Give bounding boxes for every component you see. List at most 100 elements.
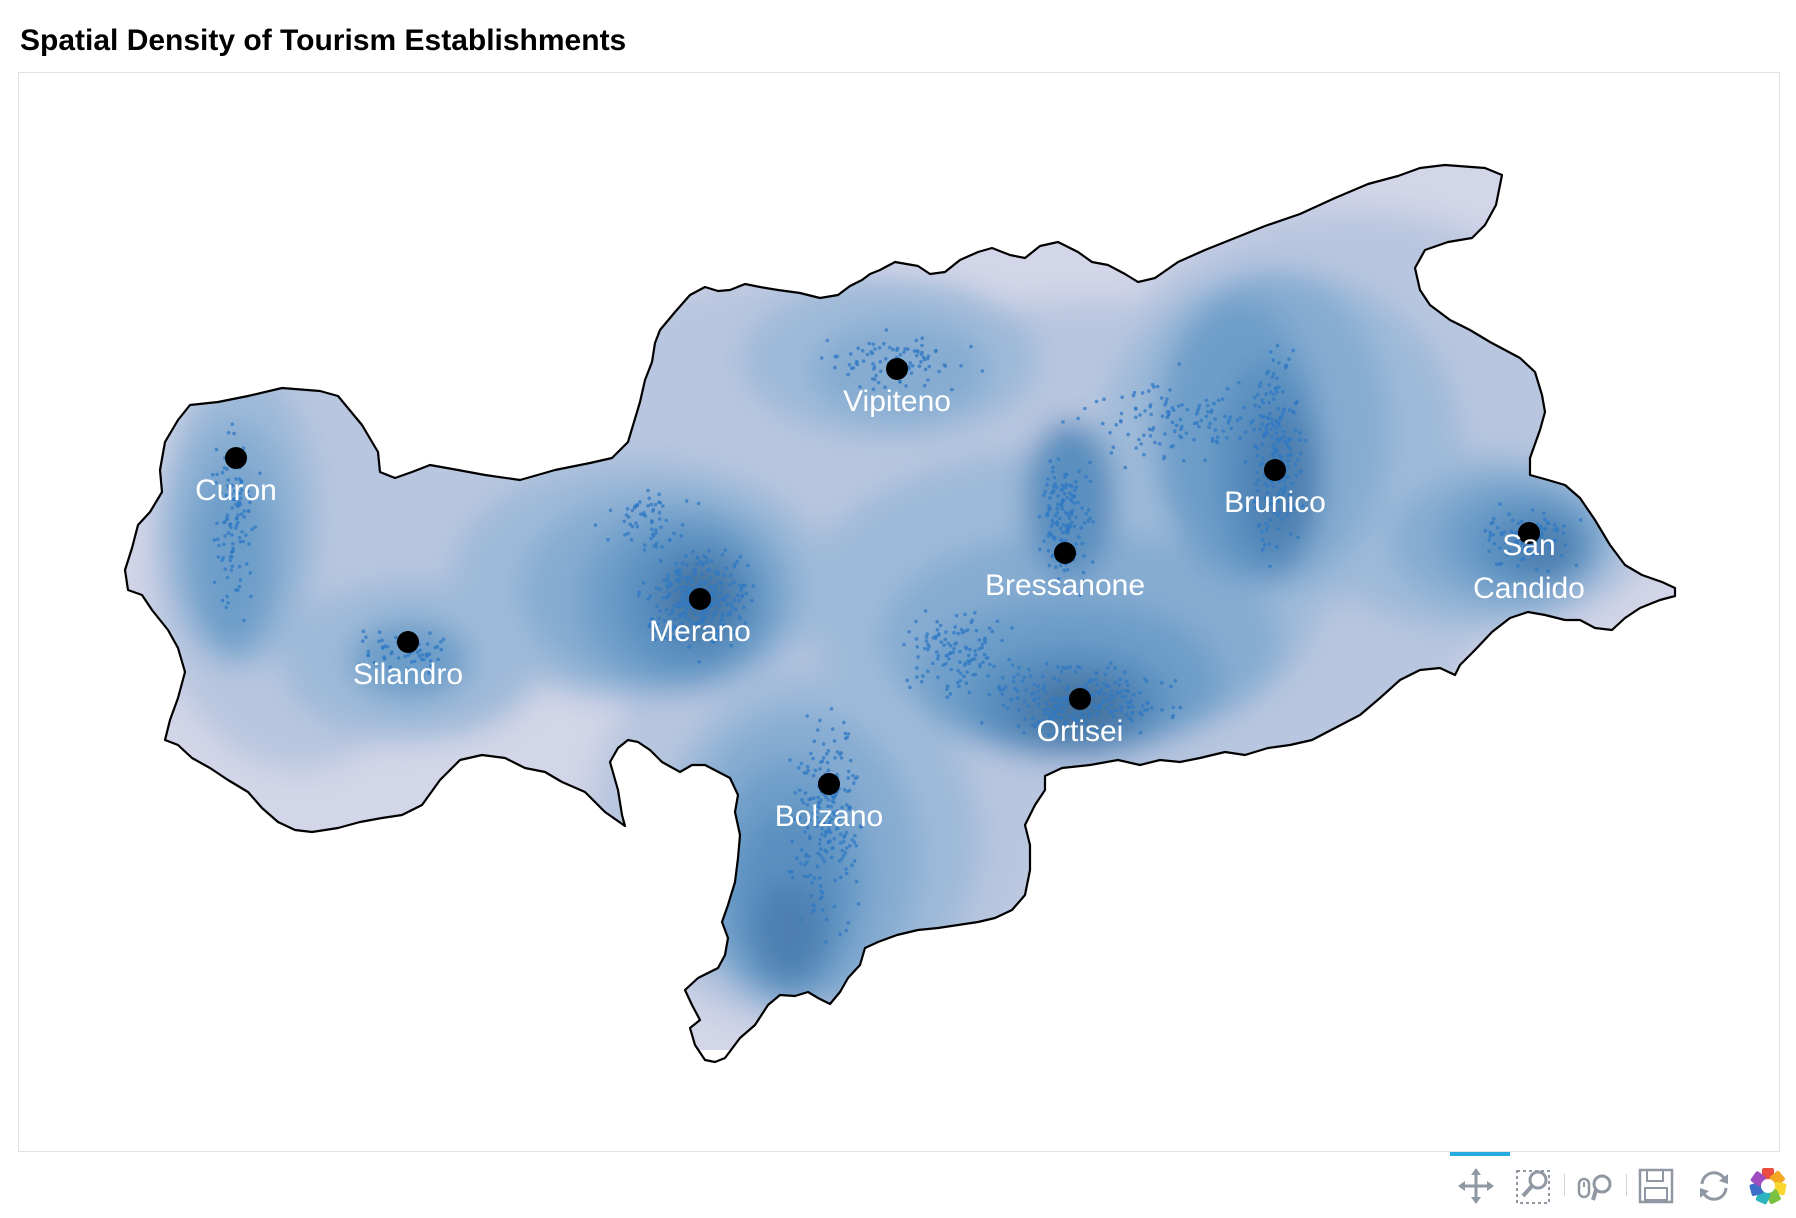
establishment-point	[1255, 454, 1260, 458]
city-silandro[interactable]: Silandro	[353, 631, 463, 691]
city-marker[interactable]	[225, 447, 247, 469]
establishment-point	[237, 536, 242, 540]
establishment-point	[1181, 458, 1186, 463]
establishment-point	[1265, 371, 1269, 376]
city-marker[interactable]	[1069, 688, 1091, 710]
establishment-point	[810, 909, 815, 914]
city-merano[interactable]: Merano	[649, 588, 751, 648]
establishment-point	[1260, 537, 1265, 542]
establishment-point	[1010, 663, 1015, 667]
establishment-point	[1063, 475, 1067, 480]
establishment-point	[1067, 513, 1072, 518]
city-san-candido[interactable]: San Candido	[1473, 522, 1585, 605]
city-marker[interactable]	[1264, 459, 1286, 481]
establishment-point	[404, 668, 409, 673]
city-brunico[interactable]: Brunico	[1224, 459, 1326, 519]
establishment-point	[236, 513, 240, 517]
establishment-point	[390, 650, 394, 654]
save-tool[interactable]	[1634, 1164, 1678, 1208]
chart-title: Spatial Density of Tourism Establishment…	[20, 24, 627, 57]
city-marker[interactable]	[1518, 522, 1540, 544]
establishment-point	[964, 681, 969, 685]
establishment-point	[884, 328, 889, 332]
establishment-point	[1023, 717, 1027, 721]
establishment-point	[1064, 482, 1068, 487]
establishment-point	[1046, 511, 1050, 515]
city-marker[interactable]	[689, 588, 711, 610]
establishment-point	[1130, 711, 1135, 715]
establishment-point	[1277, 424, 1282, 429]
city-marker[interactable]	[886, 358, 908, 380]
city-curon[interactable]: Curon	[195, 447, 277, 507]
establishment-point	[1109, 698, 1113, 702]
establishment-point	[974, 628, 979, 633]
city-marker[interactable]	[1054, 542, 1076, 564]
establishment-point	[817, 820, 822, 825]
city-bressanone[interactable]: Bressanone	[985, 542, 1145, 602]
pan-tool[interactable]	[1450, 1152, 1510, 1208]
establishment-point	[1061, 666, 1065, 670]
reset-tool[interactable]	[1692, 1164, 1736, 1208]
establishment-point	[1134, 446, 1138, 450]
city-bolzano[interactable]: Bolzano	[775, 773, 883, 833]
establishment-point	[1036, 689, 1040, 694]
establishment-point	[1510, 518, 1515, 523]
establishment-point	[608, 508, 613, 513]
establishment-point	[1275, 421, 1280, 425]
establishment-point	[925, 356, 930, 361]
establishment-point	[1263, 482, 1267, 486]
establishment-point	[935, 627, 940, 632]
establishment-point	[738, 616, 742, 621]
establishment-point	[649, 520, 654, 524]
establishment-point	[1052, 676, 1056, 680]
establishment-point	[1093, 702, 1097, 707]
city-vipiteno[interactable]: Vipiteno	[843, 358, 951, 418]
establishment-point	[1257, 384, 1262, 388]
establishment-point	[686, 577, 690, 581]
establishment-point	[220, 470, 225, 475]
establishment-point	[1498, 546, 1502, 550]
establishment-point	[1261, 456, 1265, 460]
establishment-point	[933, 349, 938, 354]
establishment-point	[1298, 469, 1303, 474]
city-ortisei[interactable]: Ortisei	[1037, 688, 1124, 748]
establishment-point	[672, 603, 676, 608]
establishment-point	[1099, 687, 1104, 692]
city-marker[interactable]	[397, 631, 419, 653]
establishment-point	[919, 680, 924, 684]
establishment-point	[1086, 519, 1091, 523]
establishment-point	[1173, 678, 1178, 683]
establishment-point	[1494, 562, 1499, 566]
establishment-point	[1291, 348, 1296, 353]
establishment-point	[1505, 552, 1510, 557]
plot-toolbar	[1424, 1152, 1796, 1218]
establishment-point	[1046, 712, 1051, 716]
establishment-point	[823, 834, 827, 838]
establishment-point	[818, 853, 823, 858]
establishment-point	[1265, 430, 1270, 434]
establishment-point	[1123, 688, 1128, 693]
establishment-point	[1139, 442, 1143, 446]
establishment-point	[663, 636, 668, 641]
city-marker[interactable]	[818, 773, 840, 795]
establishment-point	[824, 831, 828, 835]
establishment-point	[797, 766, 801, 770]
bokeh-logo[interactable]	[1746, 1164, 1790, 1208]
box-zoom-tool[interactable]	[1512, 1164, 1556, 1208]
establishment-point	[1145, 708, 1150, 712]
establishment-point	[1535, 522, 1540, 526]
wheel-zoom-tool[interactable]	[1574, 1164, 1618, 1208]
establishment-point	[816, 795, 820, 800]
establishment-point	[808, 836, 812, 841]
establishment-point	[733, 598, 737, 603]
bokeh-logo-icon	[1749, 1168, 1787, 1205]
establishment-point	[829, 855, 834, 860]
establishment-point	[796, 819, 800, 823]
establishment-point	[658, 609, 662, 613]
establishment-point	[1037, 720, 1042, 724]
establishment-point	[1507, 512, 1511, 516]
establishment-point	[813, 768, 818, 773]
establishment-point	[1123, 465, 1128, 470]
establishment-point	[1224, 436, 1229, 440]
